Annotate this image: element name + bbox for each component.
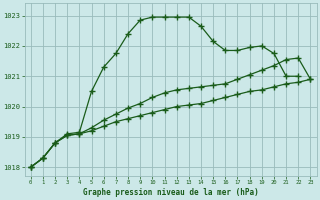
X-axis label: Graphe pression niveau de la mer (hPa): Graphe pression niveau de la mer (hPa) [83,188,259,197]
